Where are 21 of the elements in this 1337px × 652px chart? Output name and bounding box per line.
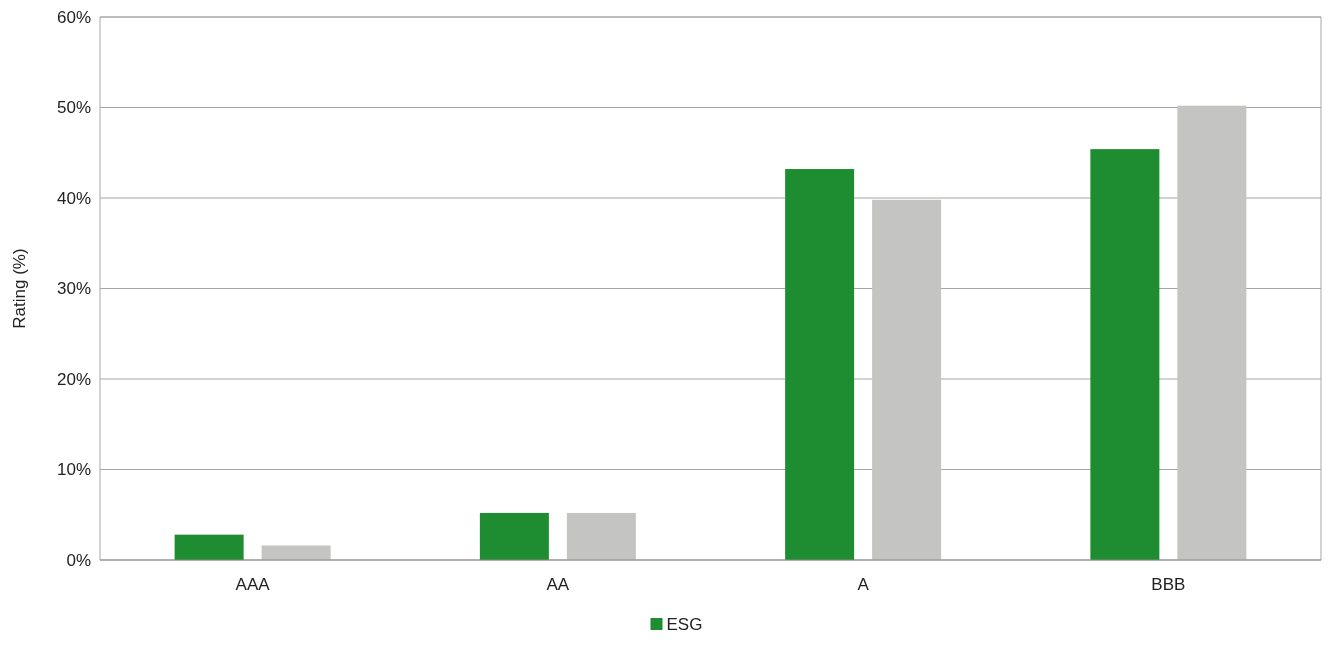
bar [174,534,244,560]
y-tick-label: 10% [56,460,91,480]
bar [785,169,855,560]
y-tick-label: 60% [56,7,91,27]
x-tick-label: BBB [1151,575,1186,594]
y-tick-label: 40% [56,188,91,208]
legend-label: ESG [666,614,703,634]
y-tick-label: 50% [56,98,91,118]
y-tick-label: 20% [56,369,91,389]
x-tick-label: AA [546,575,570,594]
bar [261,545,331,560]
bar [566,512,636,560]
bar [1090,149,1160,560]
y-axis-title: Rating (%) [10,248,29,329]
bar [479,512,549,560]
y-tick-label: 30% [56,279,91,299]
x-tick-label: AAA [235,575,271,594]
bar [1177,105,1247,560]
x-tick-label: A [857,575,870,594]
bar [872,199,942,560]
y-tick-label: 0% [66,550,91,570]
